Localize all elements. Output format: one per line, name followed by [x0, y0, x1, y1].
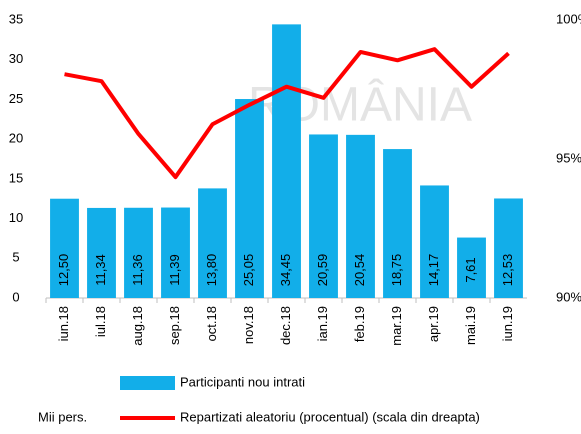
x-tick-label: mai.19 — [463, 306, 478, 345]
y2-tick-label: 95% — [556, 150, 581, 165]
x-tick-label: iul.18 — [93, 306, 108, 337]
y-tick-label: 35 — [9, 11, 23, 26]
bar — [50, 198, 79, 298]
data-label: 14,17 — [426, 254, 441, 287]
data-label: 13,80 — [204, 254, 219, 287]
x-tick-label: iun.18 — [56, 306, 71, 341]
y-tick-label: 30 — [9, 51, 23, 66]
legend-label: Repartizati aleatoriu (procentual) (scal… — [180, 409, 480, 424]
data-label: 34,45 — [278, 254, 293, 287]
x-tick-label: mar.19 — [389, 306, 404, 346]
x-tick-label: dec.18 — [278, 306, 293, 345]
data-label: 7,61 — [463, 257, 478, 282]
y-tick-label: 20 — [9, 131, 23, 146]
data-label: 20,59 — [315, 254, 330, 287]
x-tick-label: ian.19 — [315, 306, 330, 341]
data-label: 25,05 — [241, 254, 256, 287]
bar — [494, 198, 523, 298]
data-label: 11,34 — [93, 254, 108, 286]
bar — [198, 188, 227, 298]
bar — [309, 134, 338, 298]
data-label: 12,53 — [500, 254, 515, 287]
data-label: 12,50 — [56, 254, 71, 287]
data-label: 18,75 — [389, 254, 404, 287]
bar — [457, 237, 486, 298]
x-tick-label: aug.18 — [130, 306, 145, 346]
bar — [235, 99, 264, 298]
y-axis-label: Mii pers. — [38, 409, 87, 424]
data-label: 11,36 — [130, 254, 145, 286]
bar — [420, 185, 449, 298]
data-label: 11,39 — [167, 254, 182, 286]
y2-tick-label: 100% — [556, 11, 581, 26]
y-tick-label: 0 — [12, 289, 19, 304]
bar — [346, 134, 375, 298]
bar — [161, 207, 190, 298]
x-tick-label: sep.18 — [167, 306, 182, 345]
x-tick-label: oct.18 — [204, 306, 219, 341]
y-tick-label: 10 — [9, 210, 23, 225]
bar — [272, 24, 301, 299]
y-tick-label: 25 — [9, 91, 23, 106]
y2-tick-label: 90% — [556, 289, 581, 304]
data-label: 20,54 — [352, 254, 367, 287]
x-tick-label: iun.19 — [500, 306, 515, 341]
y-tick-label: 5 — [12, 250, 19, 265]
bar — [383, 149, 412, 298]
line-series — [64, 47, 510, 180]
bar — [124, 207, 153, 298]
x-tick-label: feb.19 — [352, 306, 367, 342]
y-tick-label: 15 — [9, 170, 23, 185]
legend-swatch — [120, 376, 175, 390]
x-tick-label: apr.19 — [426, 306, 441, 342]
legend-label: Participanti nou intrati — [180, 374, 305, 389]
bar — [87, 207, 116, 298]
x-tick-label: nov.18 — [241, 306, 256, 344]
